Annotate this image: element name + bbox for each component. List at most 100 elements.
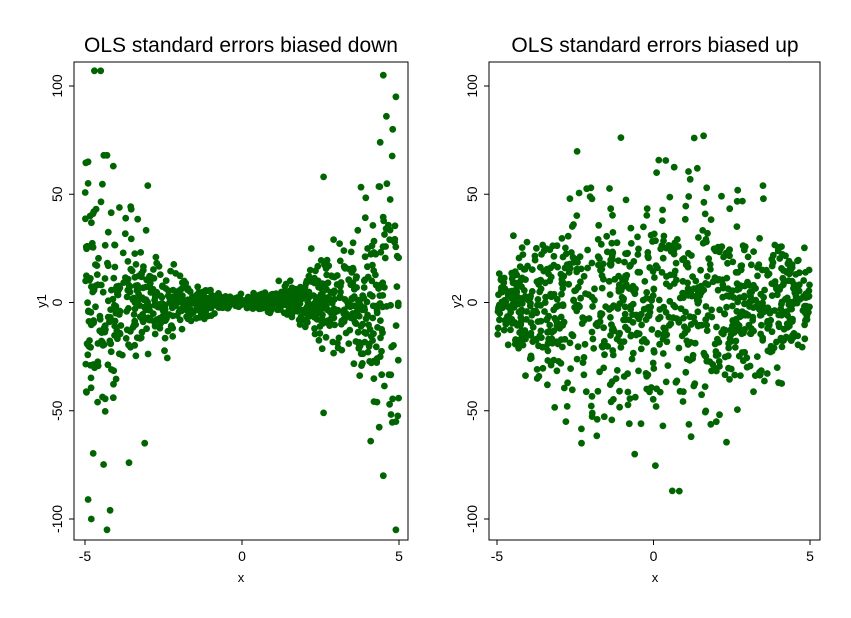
scatter-point: [734, 186, 742, 194]
scatter-point: [770, 344, 778, 352]
scatter-point: [500, 279, 508, 287]
scatter-point: [588, 259, 596, 267]
scatter-point: [131, 341, 139, 349]
scatter-point: [389, 395, 396, 403]
scatter-point: [228, 297, 236, 305]
scatter-point: [575, 189, 583, 197]
scatter-point: [617, 343, 625, 351]
scatter-point: [347, 302, 354, 310]
scatter-point: [528, 288, 536, 295]
scatter-point: [311, 274, 318, 282]
scatter-point: [687, 433, 695, 441]
scatter-point: [701, 383, 709, 390]
scatter-point: [328, 299, 336, 307]
scatter-point: [593, 416, 601, 423]
scatter-point: [668, 487, 676, 495]
scatter-point: [515, 344, 522, 352]
scatter-point: [130, 311, 138, 318]
scatter-point: [723, 292, 731, 300]
scatter-point: [358, 362, 365, 369]
scatter-point: [382, 243, 389, 250]
scatter-point: [356, 372, 364, 379]
scatter-point: [604, 343, 612, 350]
scatter-point: [559, 302, 567, 310]
scatter-point: [768, 328, 776, 336]
scatter-point: [646, 308, 654, 316]
scatter-point: [558, 235, 566, 242]
scatter-point: [660, 237, 667, 245]
scatter-point: [682, 368, 690, 376]
scatter-point: [589, 303, 596, 310]
scatter-point: [695, 321, 703, 329]
scatter-point: [345, 276, 353, 284]
x-tick-label: 5: [395, 548, 403, 564]
scatter-point: [110, 380, 117, 388]
scatter-point: [765, 347, 773, 355]
scatter-point: [712, 348, 720, 355]
scatter-point: [537, 327, 545, 335]
scatter-point: [388, 152, 396, 160]
scatter-point: [381, 284, 388, 291]
scatter-point: [354, 226, 362, 234]
scatter-point: [144, 300, 151, 308]
scatter-point: [769, 251, 777, 259]
scatter-point: [526, 355, 534, 363]
scatter-point: [351, 318, 359, 326]
y-tick-label: 50: [49, 186, 65, 202]
scatter-point: [122, 335, 130, 342]
x-tick-label: 0: [650, 548, 658, 564]
scatter-point: [84, 158, 92, 166]
scatter-point: [581, 340, 589, 348]
scatter-point: [655, 296, 663, 304]
scatter-point: [298, 295, 305, 303]
scatter-point: [550, 306, 558, 314]
scatter-point: [629, 349, 637, 357]
scatter-point: [329, 338, 337, 346]
scatter-point: [137, 249, 145, 256]
scatter-point: [789, 332, 796, 339]
left-y-axis-label: y1: [34, 294, 49, 308]
scatter-point: [316, 330, 324, 337]
scatter-point: [625, 420, 633, 428]
scatter-point: [152, 300, 160, 308]
scatter-point: [328, 307, 335, 315]
scatter-point: [169, 333, 177, 340]
scatter-point: [307, 245, 315, 252]
scatter-point: [734, 406, 741, 413]
scatter-point: [186, 288, 194, 295]
scatter-point: [608, 378, 616, 386]
scatter-point: [683, 355, 691, 363]
scatter-point: [372, 250, 380, 258]
scatter-point: [113, 283, 121, 290]
scatter-point: [793, 299, 801, 307]
scatter-point: [271, 291, 278, 299]
scatter-point: [714, 286, 722, 294]
x-tick-label: -5: [79, 548, 92, 564]
scatter-point: [522, 372, 529, 379]
scatter-point: [340, 247, 348, 255]
right-chart-title: OLS standard errors biased up: [511, 34, 798, 57]
scatter-point: [733, 280, 741, 288]
scatter-point: [546, 277, 554, 285]
scatter-point: [662, 157, 670, 164]
scatter-point: [92, 261, 99, 268]
scatter-point: [733, 223, 741, 231]
scatter-point: [707, 266, 714, 273]
scatter-point: [522, 276, 529, 283]
scatter-point: [606, 291, 614, 298]
scatter-point: [702, 407, 710, 415]
scatter-point: [369, 261, 376, 269]
scatter-point: [656, 340, 663, 348]
scatter-point: [746, 288, 754, 296]
scatter-point: [613, 367, 621, 374]
scatter-point: [369, 314, 377, 322]
scatter-point: [383, 180, 391, 188]
scatter-point: [372, 343, 380, 351]
scatter-point: [529, 323, 537, 331]
scatter-point: [662, 280, 670, 288]
scatter-point: [306, 266, 314, 274]
scatter-point: [136, 335, 144, 342]
scatter-point: [601, 337, 608, 345]
scatter-point: [596, 318, 604, 326]
scatter-point: [698, 288, 705, 296]
